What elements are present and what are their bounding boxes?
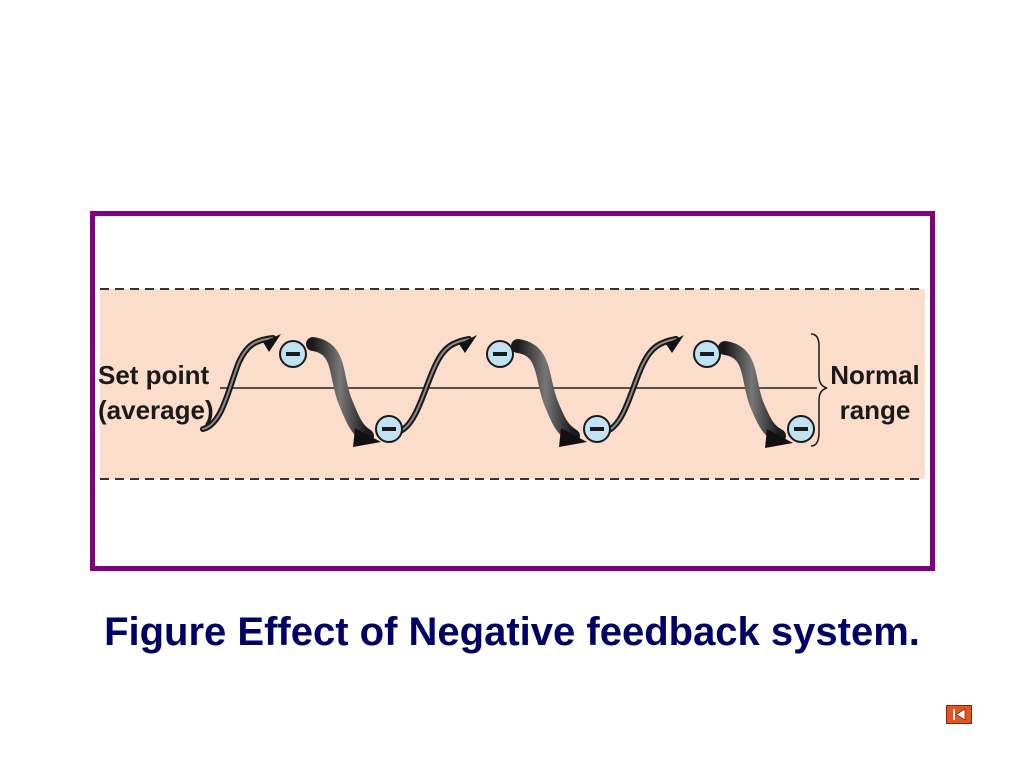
feedback-wave [200, 334, 793, 448]
minus-circle-icon [375, 415, 403, 443]
range-label: range [840, 395, 911, 425]
average-label: (average) [98, 395, 214, 425]
back-nav-button[interactable] [946, 705, 972, 724]
negative-feedback-diagram: Set point (average) Normal range [98, 288, 925, 480]
skip-back-icon [953, 708, 966, 721]
minus-circle-icon [486, 340, 514, 368]
figure-frame: Set point (average) Normal range [90, 211, 935, 571]
minus-circle-icon [787, 415, 815, 443]
negative-feedback-markers [279, 340, 815, 443]
minus-circle-icon [583, 415, 611, 443]
normal-label: Normal [830, 360, 920, 390]
figure-caption: Figure Effect of Negative feedback syste… [104, 610, 920, 654]
minus-circle-icon [693, 340, 721, 368]
normal-range-bracket [810, 333, 828, 447]
set-point-label: Set point [98, 360, 210, 390]
minus-circle-icon [279, 340, 307, 368]
normal-range-band [100, 289, 925, 479]
